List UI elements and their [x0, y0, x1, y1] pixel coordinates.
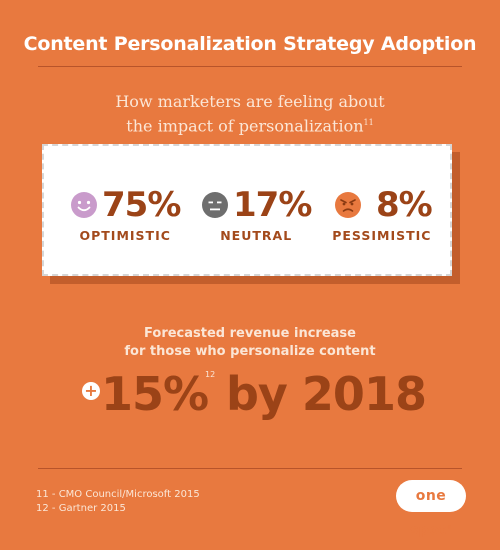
stat-optimistic-row: 75%	[70, 185, 181, 225]
forecast-suffix: by 2018	[226, 367, 427, 421]
stat-pessimistic-value: 8%	[376, 185, 433, 225]
stat-pessimistic: 8% PESSIMISTIC	[332, 188, 432, 243]
page-title: Content Personalization Strategy Adoptio…	[23, 33, 477, 55]
neutral-face-icon	[202, 192, 228, 218]
stat-neutral-label: NEUTRAL	[220, 228, 293, 243]
bottom-divider	[38, 468, 462, 469]
stat-optimistic: 75% OPTIMISTIC	[70, 185, 181, 243]
forecast-footnote-ref: 12	[205, 370, 216, 379]
forecast-value: 15%	[101, 367, 209, 421]
stat-optimistic-label: OPTIMISTIC	[79, 228, 171, 243]
stat-neutral-value: 17%	[233, 185, 312, 225]
stat-neutral: 17% NEUTRAL	[201, 185, 312, 243]
logo-mark: ®	[446, 525, 453, 531]
forecast-line-1: Forecasted revenue increase	[144, 326, 356, 341]
footnotes: 11 - CMO Council/Microsoft 2015 12 - Gar…	[36, 488, 200, 516]
forecast-headline: + 15% 12 by 2018	[0, 366, 500, 426]
footnote-11: 11 - CMO Council/Microsoft 2015	[36, 489, 200, 500]
survey-subtitle: How marketers are feeling about the impa…	[0, 91, 500, 136]
forecast-line-2: for those who personalize content	[124, 344, 376, 359]
subtitle-line-2-wrap: the impact of personalization11	[0, 112, 500, 136]
angry-face-icon	[335, 192, 361, 218]
onespot-logo: one spot®	[396, 480, 466, 539]
smile-face-icon	[71, 192, 97, 218]
subtitle-line-1: How marketers are feeling about	[115, 92, 385, 111]
stat-pessimistic-row: 8%	[332, 185, 433, 225]
stat-optimistic-value: 75%	[102, 185, 181, 225]
footnote-12: 12 - Gartner 2015	[36, 503, 126, 514]
subtitle-footnote-ref: 11	[363, 118, 374, 127]
stats-card: 75% OPTIMISTIC 17% NEUTRAL 8	[42, 144, 452, 276]
forecast-caption: Forecasted revenue increase for those wh…	[0, 325, 500, 361]
stat-pessimistic-label: PESSIMISTIC	[332, 228, 432, 243]
top-divider	[38, 66, 462, 67]
subtitle-line-2: the impact of personalization	[126, 116, 364, 136]
plus-badge: +	[82, 382, 100, 400]
stat-neutral-row: 17%	[201, 185, 312, 225]
logo-text: one spot	[409, 488, 447, 539]
